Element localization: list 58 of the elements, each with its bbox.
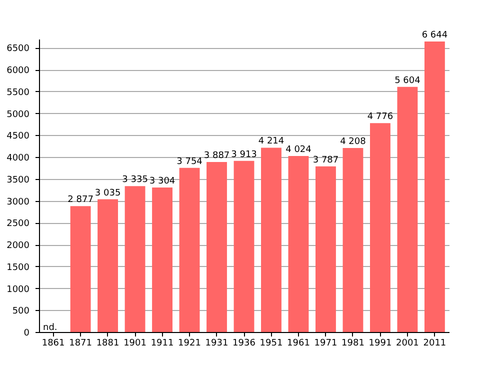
x-tick-label: 1911 — [150, 338, 174, 348]
data-label: 3 787 — [312, 155, 339, 166]
x-tick-label: 1936 — [232, 338, 256, 348]
bar — [342, 148, 364, 332]
bar — [370, 123, 390, 332]
bar — [288, 156, 309, 332]
x-tick-label: 2011 — [423, 338, 446, 348]
y-tick-label: 1500 — [6, 262, 30, 273]
data-label: 4 024 — [286, 145, 312, 156]
x-tick-label: 1861 — [42, 338, 65, 348]
data-label: 4 214 — [258, 136, 284, 147]
data-label: 4 776 — [367, 112, 394, 122]
x-tick-label: 1871 — [69, 338, 92, 348]
y-tick-label: 6500 — [6, 44, 30, 54]
annotation: nd. — [43, 323, 58, 333]
data-label: 3 335 — [122, 175, 148, 186]
x-tick-label: 1881 — [96, 338, 120, 348]
data-label: 6 644 — [422, 30, 448, 40]
x-tick-label: 1971 — [314, 338, 338, 348]
data-label: 2 877 — [68, 195, 94, 206]
data-label: 3 304 — [149, 176, 176, 187]
bar — [424, 41, 445, 332]
data-label: 4 208 — [340, 136, 366, 147]
y-tick-label: 5000 — [6, 110, 30, 120]
x-tick-label: 1951 — [260, 338, 283, 348]
y-tick-label: 500 — [12, 306, 30, 317]
bar — [206, 162, 227, 332]
x-tick-label: 1931 — [205, 338, 228, 348]
y-tick-label: 2000 — [6, 241, 30, 252]
y-tick-label: 3000 — [6, 197, 30, 208]
bar — [98, 199, 118, 332]
bar — [179, 168, 200, 332]
bar — [397, 86, 418, 332]
y-tick-label: 6000 — [6, 66, 30, 76]
y-tick-label: 2500 — [6, 219, 30, 230]
x-tick-label: 2001 — [396, 338, 419, 348]
y-tick-label: 4000 — [6, 154, 30, 164]
x-tick-label: 1981 — [342, 338, 364, 348]
data-label: 3 913 — [231, 150, 257, 160]
bar — [152, 188, 172, 332]
bar — [70, 206, 91, 332]
bar — [124, 186, 146, 332]
data-label: 3 754 — [176, 156, 203, 167]
x-tick-label: 1961 — [287, 338, 310, 348]
y-tick-label: 3500 — [6, 175, 30, 186]
bar — [316, 166, 336, 332]
data-label: 5 604 — [394, 76, 421, 86]
x-tick-label: 1921 — [178, 338, 201, 348]
bar — [234, 160, 254, 332]
y-tick-label: 4500 — [6, 132, 30, 142]
bar — [261, 148, 282, 332]
x-tick-label: 1991 — [368, 338, 392, 348]
data-label: 3 887 — [204, 151, 230, 162]
y-tick-label: 5500 — [6, 88, 30, 98]
x-tick-label: 1901 — [124, 338, 146, 348]
data-label: 3 035 — [94, 188, 121, 198]
y-tick-label: 1000 — [6, 284, 30, 295]
y-tick-label: 0 — [24, 328, 30, 338]
